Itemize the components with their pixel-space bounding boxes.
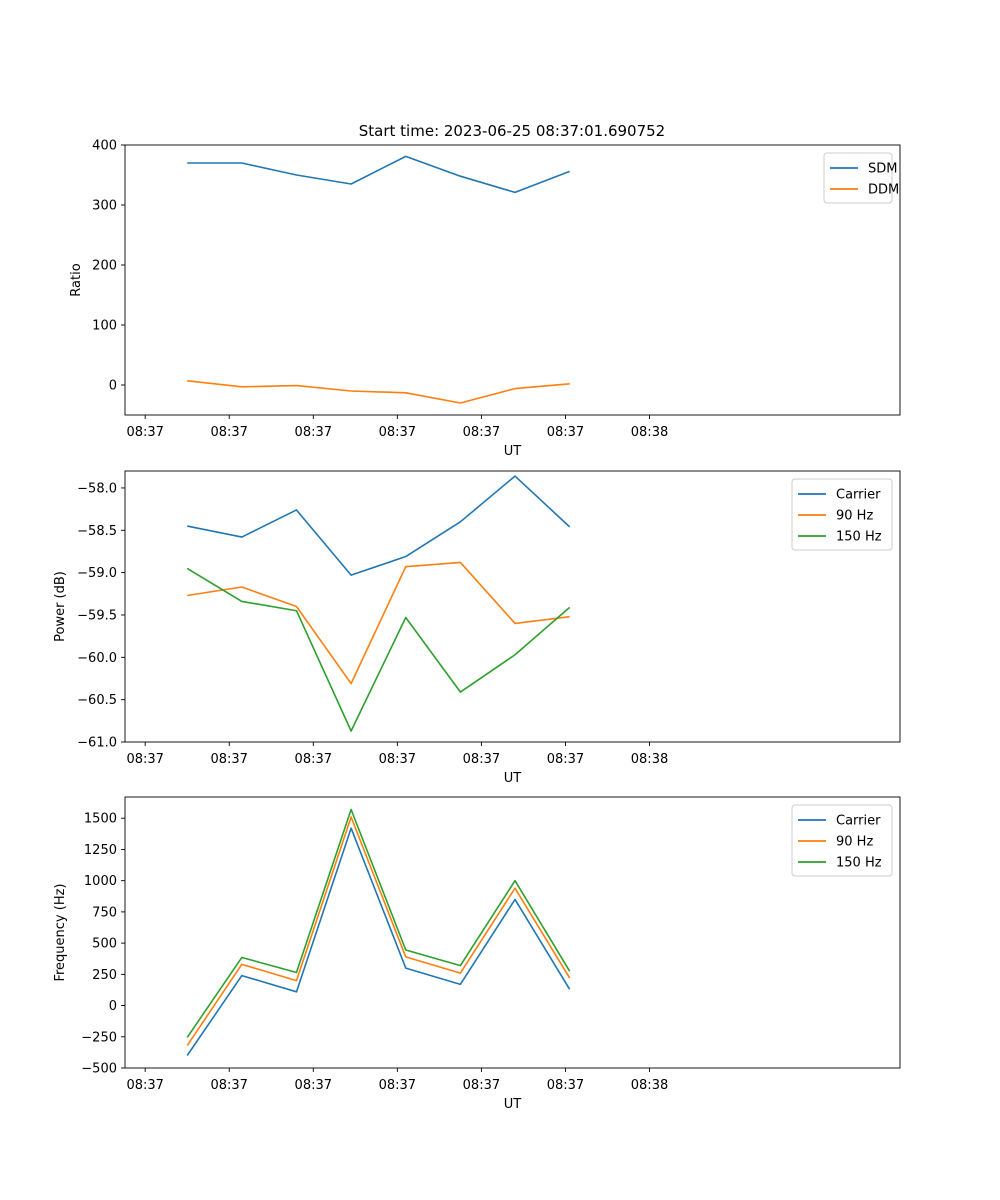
y-tick-label: −60.5 [77, 693, 117, 708]
axes-frame [124, 144, 901, 416]
legend-box [791, 804, 893, 877]
y-tick-label: −59.0 [77, 566, 117, 581]
x-tick-label: 08:37 [295, 752, 332, 767]
panel-2: −61.0 −60.5 −60.0 −59.5 −59.0 −58.5 −58.0 08:37… [53, 470, 901, 786]
legend-label: Carrier [836, 488, 881, 503]
legend-label: 150 Hz [836, 530, 882, 545]
y-tick-label: 100 [92, 319, 117, 334]
y-tick-label: −61.0 [77, 736, 117, 751]
x-tick-label: 08:37 [210, 752, 247, 767]
chart-title: Start time: 2023-06-25 08:37:01.690752 [359, 122, 665, 140]
y-tick-label: −58.0 [77, 481, 117, 496]
x-tick-label: 08:37 [463, 425, 500, 440]
series-group [186, 808, 571, 1056]
x-axis-label: UT [504, 771, 522, 786]
x-axis-label: UT [504, 1097, 522, 1112]
legend-label: 150 Hz [836, 856, 882, 871]
series-line-90-hz [186, 816, 571, 1046]
series-line-ddm [187, 380, 570, 404]
y-axis-label: Frequency (Hz) [53, 883, 68, 981]
legend-label: SDM [868, 162, 897, 177]
y-tick-label: 300 [92, 199, 117, 214]
y-tick-label: −500 [81, 1062, 117, 1077]
panel-3: −500 −250 0 250 500 750 1000 1250 1500 08:37 08:37… [53, 796, 901, 1112]
x-tick-label: 08:37 [126, 1078, 163, 1093]
y-tick-label: −250 [81, 1030, 117, 1045]
legend: SDM DDM [823, 152, 899, 204]
x-tick-label: 08:37 [379, 752, 416, 767]
x-tick-label: 08:38 [631, 425, 668, 440]
x-tick-label: 08:37 [547, 425, 584, 440]
panel-1: 0 100 200 300 400 08:37 08:37 08:37 08:37 08:37 08… [69, 139, 901, 459]
y-tick-label: 0 [109, 379, 117, 394]
y-tick-label: 750 [92, 905, 117, 920]
y-tick-label: 1500 [84, 812, 117, 827]
x-axis-label: UT [504, 444, 522, 459]
x-tick-label: 08:37 [210, 425, 247, 440]
x-tick-label: 08:37 [379, 1078, 416, 1093]
legend-box [823, 152, 893, 204]
x-tick-label: 08:37 [126, 425, 163, 440]
y-tick-label: −58.5 [77, 524, 117, 539]
y-tick-label: −60.0 [77, 651, 117, 666]
series-line-90-hz [187, 561, 570, 685]
x-tick-label: 08:37 [463, 752, 500, 767]
y-tick-label: −59.5 [77, 608, 117, 623]
legend-box [791, 478, 893, 551]
series-line-carrier [187, 475, 571, 576]
series-group [186, 475, 571, 732]
legend-label: 90 Hz [836, 835, 873, 850]
series-group [187, 155, 570, 404]
legend: Carrier 90 Hz 150 Hz [791, 804, 893, 877]
series-line-150-hz [186, 567, 571, 732]
x-tick-label: 08:37 [126, 752, 163, 767]
legend-label: 90 Hz [836, 509, 873, 524]
x-tick-label: 08:37 [547, 1078, 584, 1093]
series-line-carrier [186, 827, 571, 1056]
y-tick-label: 200 [92, 259, 117, 274]
axes-frame [124, 470, 901, 743]
y-axis-label: Power (dB) [53, 571, 68, 642]
y-tick-label: 400 [92, 139, 117, 154]
axes-frame [124, 796, 901, 1069]
x-tick-label: 08:38 [631, 752, 668, 767]
legend-label: DDM [868, 183, 899, 198]
y-tick-label: 500 [92, 937, 117, 952]
y-axis-label: Ratio [69, 263, 84, 296]
legend-label: Carrier [836, 814, 881, 829]
x-tick-label: 08:38 [631, 1078, 668, 1093]
x-tick-label: 08:37 [463, 1078, 500, 1093]
y-tick-label: 250 [92, 968, 117, 983]
x-tick-label: 08:37 [547, 752, 584, 767]
y-tick-label: 1250 [84, 843, 117, 858]
panels: 0 100 200 300 400 08:37 08:37 08:37 08:37 08:37 08… [53, 139, 901, 1112]
x-tick-label: 08:37 [295, 1078, 332, 1093]
y-tick-label: 1000 [84, 874, 117, 889]
y-tick-label: 0 [109, 999, 117, 1014]
x-tick-label: 08:37 [379, 425, 416, 440]
x-tick-label: 08:37 [295, 425, 332, 440]
series-line-150-hz [186, 808, 571, 1038]
series-line-sdm [187, 155, 570, 194]
x-tick-label: 08:37 [210, 1078, 247, 1093]
legend: Carrier 90 Hz 150 Hz [791, 478, 893, 551]
